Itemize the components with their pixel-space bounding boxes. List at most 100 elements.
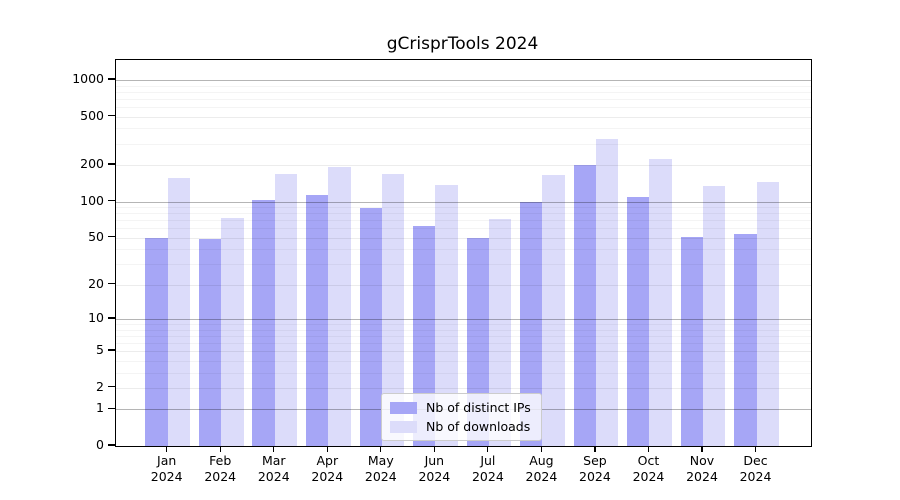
y-tick-2 <box>108 386 115 388</box>
bar-downloads-jul <box>488 218 512 446</box>
y-tick-1 <box>108 407 115 409</box>
bar-distinct-ips-jan <box>145 237 168 446</box>
x-tick-label-jun: Jun 2024 <box>407 453 461 485</box>
legend-swatch-distinct-ips <box>390 401 417 414</box>
x-tick-label-aug: Aug 2024 <box>514 453 568 485</box>
x-tick-label-dec: Dec 2024 <box>729 453 783 485</box>
y-tick-500 <box>108 115 115 117</box>
x-tick-may <box>380 446 382 452</box>
bar-downloads-aug <box>542 175 565 446</box>
x-tick-year: 2024 <box>739 469 772 484</box>
bar-downloads-dec <box>756 182 779 446</box>
gridline-300 <box>116 143 811 145</box>
legend: Nb of distinct IPs Nb of downloads <box>381 393 542 441</box>
x-tick-mar <box>273 446 275 452</box>
gridline-900 <box>116 85 811 87</box>
y-tick-label-20: 20 <box>88 275 104 291</box>
gridline-700 <box>116 98 811 100</box>
plot-area: Nb of distinct IPs Nb of downloads <box>115 59 812 447</box>
y-tick-label-500: 500 <box>80 107 104 123</box>
bar-distinct-ips-jun <box>413 225 436 446</box>
x-tick-oct <box>647 446 650 452</box>
bar-distinct-ips-apr <box>305 194 329 446</box>
bar-downloads-oct <box>649 158 672 446</box>
x-tick-year: 2024 <box>204 469 237 484</box>
y-tick-label-50: 50 <box>88 228 104 244</box>
bar-distinct-ips-dec <box>734 233 757 446</box>
gridline-200 <box>116 165 811 167</box>
bar-distinct-ips-aug <box>520 201 543 446</box>
bar-downloads-apr <box>328 167 351 446</box>
legend-item-distinct-ips: Nb of distinct IPs <box>390 400 531 415</box>
y-tick-1000 <box>108 78 115 80</box>
legend-label-downloads: Nb of downloads <box>426 419 531 434</box>
bar-downloads-jan <box>167 178 190 446</box>
x-tick-year: 2024 <box>418 469 451 484</box>
x-tick-sep <box>594 446 596 452</box>
x-tick-year: 2024 <box>471 469 504 484</box>
y-tick-0 <box>108 444 115 446</box>
x-tick-label-jul: Jul 2024 <box>461 453 515 485</box>
bar-downloads-nov <box>703 185 726 446</box>
x-tick-label-mar: Mar 2024 <box>247 453 301 485</box>
x-tick-jul <box>487 446 489 452</box>
x-tick-label-sep: Sep 2024 <box>568 453 622 485</box>
x-tick-year: 2024 <box>686 469 718 484</box>
y-tick-50 <box>108 236 115 238</box>
y-tick-label-2: 2 <box>96 378 104 394</box>
y-tick-200 <box>108 163 115 165</box>
x-tick-year: 2024 <box>632 469 665 484</box>
y-tick-label-1000: 1000 <box>72 70 104 86</box>
bar-downloads-jun <box>435 185 458 446</box>
y-tick-20 <box>108 283 115 285</box>
x-tick-jan <box>166 446 168 452</box>
bar-downloads-feb <box>221 218 244 446</box>
x-tick-apr <box>326 446 328 452</box>
bar-downloads-may <box>381 174 405 446</box>
y-tick-100 <box>108 199 115 202</box>
x-tick-label-jan: Jan 2024 <box>140 453 194 485</box>
x-tick-label-apr: Apr 2024 <box>300 453 354 485</box>
bar-downloads-sep <box>595 138 619 446</box>
bar-downloads-mar <box>274 174 298 446</box>
x-tick-year: 2024 <box>364 469 397 484</box>
legend-swatch-downloads <box>390 420 417 433</box>
x-tick-nov <box>701 446 703 452</box>
y-tick-label-0: 0 <box>96 436 104 452</box>
x-tick-label-oct: Oct 2024 <box>621 453 675 485</box>
bar-distinct-ips-mar <box>252 200 275 446</box>
y-tick-5 <box>108 349 115 351</box>
y-tick-label-100: 100 <box>80 192 104 208</box>
gridline-1000 <box>116 80 811 81</box>
legend-label-distinct-ips: Nb of distinct IPs <box>426 400 531 415</box>
x-tick-year: 2024 <box>257 469 290 484</box>
bar-distinct-ips-nov <box>680 236 703 446</box>
x-tick-year: 2024 <box>150 469 183 484</box>
x-tick-label-may: May 2024 <box>354 453 408 485</box>
y-tick-label-1: 1 <box>96 400 104 416</box>
gridline-400 <box>116 128 811 130</box>
y-tick-label-200: 200 <box>80 155 104 171</box>
bar-distinct-ips-may <box>359 207 382 446</box>
x-tick-label-feb: Feb 2024 <box>193 453 247 485</box>
gridline-600 <box>116 107 811 109</box>
x-tick-aug <box>540 446 542 452</box>
bar-distinct-ips-feb <box>198 238 222 446</box>
y-tick-10 <box>108 317 115 319</box>
x-tick-dec <box>754 446 757 452</box>
y-tick-label-5: 5 <box>96 341 104 357</box>
legend-item-downloads: Nb of downloads <box>390 419 531 434</box>
bar-distinct-ips-oct <box>627 197 650 446</box>
y-tick-label-10: 10 <box>88 309 104 325</box>
x-tick-year: 2024 <box>525 469 558 484</box>
x-tick-jun <box>433 446 435 452</box>
bar-distinct-ips-sep <box>573 165 596 446</box>
chart-title: gCrisprTools 2024 <box>386 34 539 54</box>
x-tick-label-nov: Nov 2024 <box>675 453 729 485</box>
x-tick-feb <box>219 446 221 452</box>
gridline-800 <box>116 91 811 93</box>
gridline-500 <box>116 116 811 118</box>
x-tick-year: 2024 <box>579 469 611 484</box>
x-tick-year: 2024 <box>311 469 344 484</box>
